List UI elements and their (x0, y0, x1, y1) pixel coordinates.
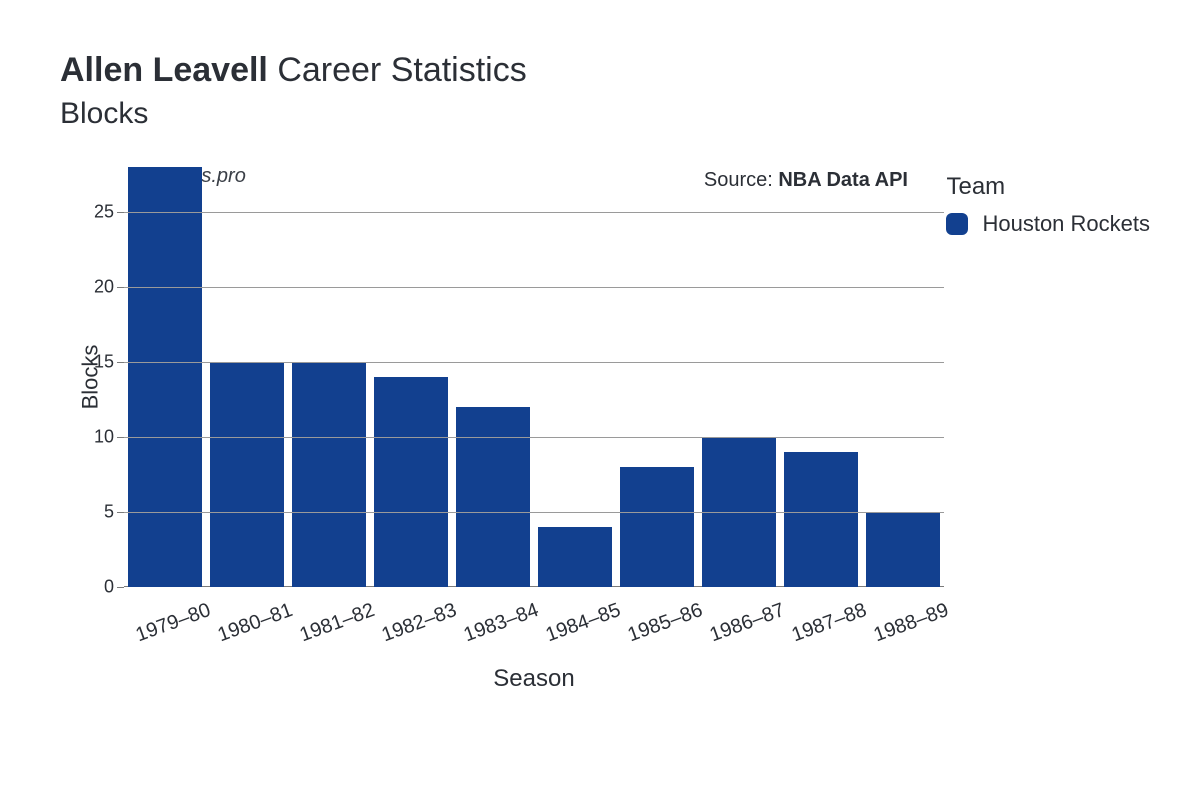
legend: Team Houston Rockets (946, 173, 1150, 237)
ytick-label: 20 (94, 276, 114, 297)
ytick-mark (117, 362, 124, 363)
xtick-label: 1980–81 (215, 599, 296, 647)
legend-title: Team (946, 173, 1150, 201)
xtick-label: 1988–89 (871, 599, 952, 647)
xtick-label: 1983–84 (461, 599, 542, 647)
ytick-label: 5 (104, 501, 114, 522)
xtick-label: 1982–83 (379, 599, 460, 647)
ytick-label: 10 (94, 426, 114, 447)
xtick-label: 1981–82 (297, 599, 378, 647)
gridline (124, 512, 944, 513)
chart-area: NBAstats.pro Source: NBA Data API Team H… (60, 167, 1140, 587)
gridline (124, 287, 944, 288)
ytick-mark (117, 512, 124, 513)
xtick-label: 1985–86 (625, 599, 706, 647)
xtick-label: 1979–80 (133, 599, 214, 647)
bar (210, 362, 284, 587)
legend-swatch (946, 213, 968, 235)
ytick-label: 25 (94, 201, 114, 222)
page-subtitle: Blocks (60, 97, 1140, 131)
page-title: Allen Leavell Career Statistics (60, 50, 1140, 91)
legend-item: Houston Rockets (946, 211, 1150, 237)
bar (374, 377, 448, 587)
ytick-label: 15 (94, 351, 114, 372)
legend-label: Houston Rockets (982, 211, 1150, 237)
title-strong: Allen Leavell (60, 51, 268, 89)
bars-layer (124, 167, 944, 587)
gridline (124, 437, 944, 438)
gridline (124, 362, 944, 363)
bar (866, 512, 940, 587)
bar (784, 452, 858, 587)
bar (292, 362, 366, 587)
ytick-label: 0 (104, 576, 114, 597)
x-axis-title: Season (493, 665, 574, 693)
ytick-mark (117, 287, 124, 288)
xtick-label: 1986–87 (707, 599, 788, 647)
bar (538, 527, 612, 587)
xtick-label: 1984–85 (543, 599, 624, 647)
xtick-label: 1987–88 (789, 599, 870, 647)
ytick-mark (117, 212, 124, 213)
page: Allen Leavell Career Statistics Blocks N… (0, 0, 1200, 800)
bar (128, 167, 202, 587)
bar (456, 407, 530, 587)
ytick-mark (117, 437, 124, 438)
plot: Blocks Season 05101520251979–801980–8119… (124, 167, 944, 587)
bar (620, 467, 694, 587)
title-light: Career Statistics (277, 51, 526, 89)
ytick-mark (117, 587, 124, 588)
gridline (124, 212, 944, 213)
